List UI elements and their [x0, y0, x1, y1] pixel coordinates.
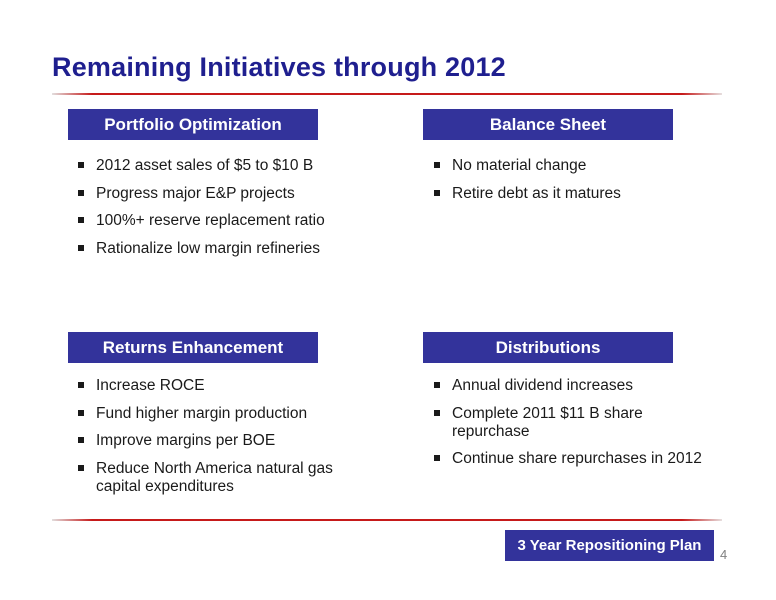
list-item: Progress major E&P projects [76, 185, 366, 203]
list-item-text: Complete 2011 $11 B share repurchase [452, 404, 643, 440]
portfolio-optimization-list: 2012 asset sales of $5 to $10 B Progress… [76, 157, 366, 267]
list-item-text: Improve margins per BOE [96, 432, 276, 449]
page-title: Remaining Initiatives through 2012 [52, 52, 506, 82]
balance-sheet-header: Balance Sheet [423, 109, 673, 140]
list-item: Annual dividend increases [432, 377, 702, 395]
list-item: Increase ROCE [76, 377, 361, 395]
bullet-icon [78, 437, 84, 443]
list-item-text: Progress major E&P projects [96, 184, 295, 202]
list-item-text: Rationalize low margin refineries [96, 239, 320, 257]
list-item: Improve margins per BOE [76, 432, 361, 450]
page-number: 4 [720, 547, 728, 562]
bullet-icon [78, 409, 84, 416]
bullet-icon [78, 464, 84, 471]
list-item: Reduce North America natural gas capital… [76, 460, 361, 496]
list-item-text: Increase ROCE [96, 377, 205, 394]
bullet-icon [78, 217, 84, 223]
bullet-icon [78, 244, 84, 251]
list-item: Fund higher margin production [76, 405, 361, 423]
bullet-icon [78, 189, 84, 196]
list-item: Complete 2011 $11 B share repurchase [432, 405, 702, 441]
list-item-text: Continue share repurchases in 2012 [452, 450, 702, 467]
portfolio-optimization-header: Portfolio Optimization [68, 109, 318, 140]
list-item-text: No material change [452, 157, 587, 174]
top-divider [52, 93, 722, 95]
list-item: Rationalize low margin refineries [76, 240, 366, 258]
list-item: 100%+ reserve replacement ratio [76, 212, 366, 230]
list-item-text: Retire debt as it matures [452, 184, 621, 202]
bullet-icon [78, 382, 84, 388]
bullet-icon [434, 382, 440, 388]
list-item: 2012 asset sales of $5 to $10 B [76, 157, 366, 175]
list-item: Retire debt as it matures [432, 185, 722, 203]
bullet-icon [434, 189, 440, 196]
list-item: No material change [432, 157, 722, 175]
list-item-text: Annual dividend increases [452, 377, 633, 394]
list-item-text: Reduce North America natural gas capital… [96, 459, 333, 495]
returns-enhancement-header: Returns Enhancement [68, 332, 318, 363]
list-item-text: 2012 asset sales of $5 to $10 B [96, 157, 314, 174]
list-item: Continue share repurchases in 2012 [432, 450, 702, 468]
balance-sheet-list: No material change Retire debt as it mat… [432, 157, 722, 212]
bullet-icon [434, 455, 440, 461]
bullet-icon [78, 162, 84, 168]
bullet-icon [434, 409, 440, 416]
returns-enhancement-list: Increase ROCE Fund higher margin product… [76, 377, 361, 505]
distributions-header: Distributions [423, 332, 673, 363]
bottom-divider [52, 519, 722, 521]
distributions-list: Annual dividend increases Complete 2011 … [432, 377, 702, 478]
plan-badge: 3 Year Repositioning Plan [505, 530, 714, 561]
list-item-text: 100%+ reserve replacement ratio [96, 212, 325, 229]
bullet-icon [434, 162, 440, 168]
list-item-text: Fund higher margin production [96, 404, 308, 422]
